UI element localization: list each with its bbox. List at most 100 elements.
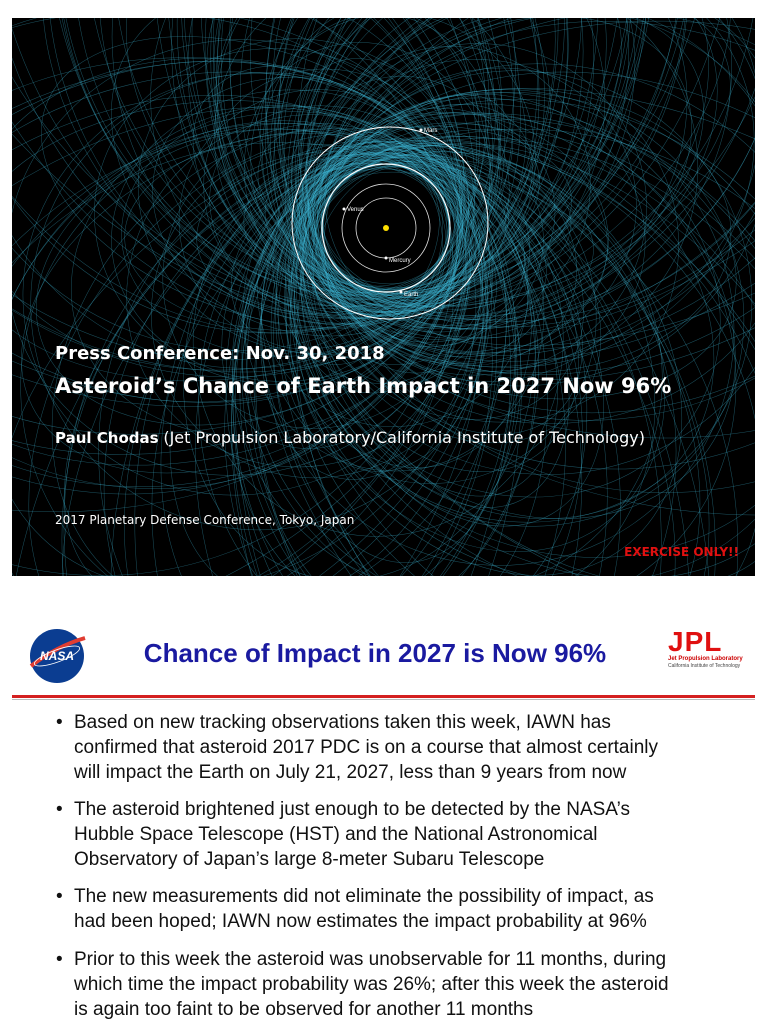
bullet-dot: • [56,949,63,970]
asteroid-orbit [12,57,459,378]
asteroid-orbit [320,18,731,308]
asteroid-orbit [291,70,753,523]
asteroid-orbit [302,140,493,374]
planet-label: Mars [424,128,437,134]
asteroid-orbit [12,142,608,576]
asteroid-orbit [309,155,452,319]
asteroid-orbit [121,106,450,357]
bullet-line: confirmed that asteroid 2017 PDC is on a… [74,737,659,758]
asteroid-orbit [320,142,578,367]
asteroid-orbit [70,104,453,437]
asteroid-orbit [295,128,458,304]
asteroid-orbit [12,18,477,309]
asteroid-orbit [55,18,499,319]
event: 2017 Planetary Defense Conference, Tokyo… [55,513,355,527]
asteroid-orbit [210,18,648,313]
asteroid-orbit [272,140,494,384]
asteroid-orbit [183,18,738,304]
asteroid-orbit [291,18,699,372]
asteroid-orbit [300,126,544,343]
asteroid-orbit [56,18,641,297]
asteroid-orbit [94,48,461,386]
asteroid-orbit [12,18,503,403]
asteroid-orbit [312,154,602,444]
asteroid-orbit [316,122,608,355]
asteroid-orbit [289,92,755,576]
asteroid-orbit [12,122,516,576]
bullet: • The asteroid brightened just enough to … [56,797,746,872]
bullet: • The new measurements did not eliminate … [56,884,746,934]
asteroid-orbit [300,21,755,576]
asteroid-orbit [12,18,490,361]
asteroid-orbit [12,153,511,576]
asteroid-orbit [313,153,461,305]
asteroid-orbit [187,18,629,307]
asteroid-orbit [12,100,455,382]
asteroid-orbit [321,171,526,310]
asteroid-orbit [282,18,755,380]
asteroid-orbit [217,18,569,289]
bullet-line: The asteroid brightened just enough to b… [74,799,630,820]
kicker: Press Conference: Nov. 30, 2018 [55,343,385,364]
asteroid-orbit [307,18,755,356]
asteroid-orbit [235,146,691,576]
asteroid-orbit [307,46,591,328]
asteroid-orbit [284,112,715,519]
asteroid-orbit [242,99,755,576]
asteroid-orbit [302,155,483,386]
asteroid-orbit [203,68,470,324]
asteroid-orbit [111,18,594,318]
asteroid-orbit [308,132,458,309]
asteroid-orbit [320,20,755,439]
asteroid-orbit [300,157,604,527]
asteroid-orbit [305,123,540,300]
nasa-logo: NASA [29,629,86,683]
asteroid-orbit [12,18,463,307]
asteroid-orbit [320,144,530,347]
asteroid-orbit [250,18,536,307]
asteroid-orbit [230,163,449,350]
asteroid-orbit [221,160,465,449]
bullet: • Based on new tracking observations take… [56,710,746,785]
asteroid-orbit [257,154,529,427]
asteroid-orbit [276,150,532,468]
asteroid-orbit [12,18,459,576]
asteroid-orbit [274,18,636,308]
asteroid-orbit [206,18,464,290]
slide-title: Chance of Impact in 2027 is Now 96% [143,638,607,668]
asteroid-orbit [305,140,755,576]
asteroid-orbit [154,18,514,310]
asteroid-orbit [275,142,710,576]
bullet-line: Observatory of Japan’s large 8-meter Sub… [74,849,545,870]
planet-label: Earth [404,292,418,298]
asteroid-orbit [12,18,656,307]
asteroid-orbit [169,152,488,576]
asteroid-orbit [301,148,570,508]
asteroid-orbit [300,140,584,420]
asteroid-orbit [312,18,755,376]
asteroid-orbit [224,137,755,576]
asteroid-orbit [284,58,464,307]
asteroid-orbit [293,71,755,576]
asteroid-orbit [12,18,556,334]
asteroid-orbit [12,18,462,487]
asteroid-orbit [21,131,457,474]
asteroid-orbit [12,18,455,576]
asteroid-orbit [284,143,683,576]
asteroid-orbit [277,156,487,472]
affiliation: (Jet Propulsion Laboratory/California In… [163,428,645,447]
asteroid-orbit [12,18,460,513]
asteroid-orbit [12,18,494,403]
asteroid-orbit [204,18,568,313]
asteroid-orbit [225,144,536,576]
asteroid-orbit [291,97,721,498]
asteroid-orbit [151,144,484,479]
asteroid-orbit [259,18,606,311]
asteroid-orbit [192,145,564,537]
asteroid-orbit [300,18,709,317]
asteroid-orbit [250,18,755,328]
asteroid-orbit [313,18,704,320]
asteroid-orbit [319,18,692,321]
asteroid-orbit [12,18,461,489]
